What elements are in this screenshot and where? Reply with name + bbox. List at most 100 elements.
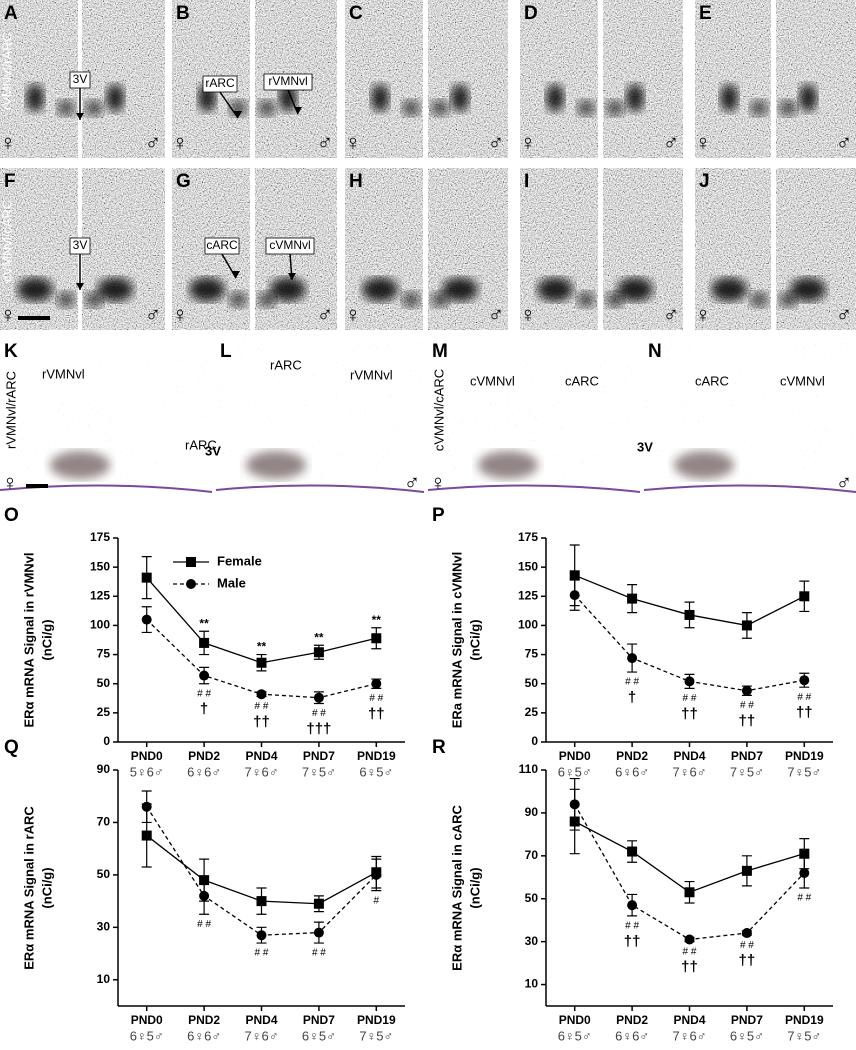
sample-size: 7♀6♂ [245,1028,279,1043]
y-axis-label: ERα mRNA Signal in cARC [449,805,464,971]
marker [627,846,638,857]
row-label: cVMNvl/cARC [431,369,446,451]
callout-label: rARC [185,437,217,452]
y-tick-label: 30 [97,920,111,934]
callout-box [69,71,91,89]
panel-label: J [699,171,710,192]
signal-blob [258,291,276,308]
signal-blob [790,277,826,302]
sex-symbol: ♂ [663,302,680,327]
y-tick-label: 150 [518,559,538,573]
row-label: rVMNvl/rARC [3,371,18,449]
signal-blob [189,277,226,302]
sex-symbol: ♀ [345,130,362,155]
y-axis-unit: (nCi/g) [39,619,54,660]
marker [313,898,324,909]
signal-blob [431,99,449,116]
y-tick-label: 110 [519,762,539,776]
y-tick-label: 125 [90,588,110,602]
marker [256,657,267,668]
chart-letter: Q [4,737,19,758]
panel-label: L [220,341,232,362]
significance: # # [797,893,811,904]
y-tick-label: 100 [90,618,110,632]
sample-size: 7♀5♂ [359,1028,393,1043]
sex-symbol: ♀ [520,130,537,155]
x-tick-label: PND2 [188,749,220,763]
callout-box [263,73,313,91]
sex-symbol: ♀ [172,130,189,155]
signal-blob [402,99,420,116]
micrograph [345,0,423,158]
callout-label: rARC [270,357,302,372]
marker [199,637,210,648]
panel-label: H [349,171,363,192]
significance: # # [740,940,754,951]
x-tick-label: PND4 [673,749,705,763]
signal-blob [779,99,797,116]
x-tick-label: PND7 [303,749,335,763]
sex-symbol: ♀ [695,302,712,327]
signal-blob [269,277,306,302]
sample-size: 7♀6♂ [673,764,707,779]
marker [141,801,152,812]
sample-size: 6♀6♂ [615,764,649,779]
signal-blob [606,291,624,308]
y-tick-label: 50 [97,676,111,690]
x-tick-label: PND7 [731,749,763,763]
signal-blob [537,277,574,302]
signal-blob [577,291,595,308]
marker [627,653,638,664]
significance: ** [199,616,209,630]
sample-size: 6♀5♂ [302,1028,336,1043]
marker [684,887,695,898]
significance: †† [739,952,756,969]
signal-blob [258,99,276,116]
y-tick-label: 50 [97,867,111,881]
marker [799,848,810,859]
significance: †† [681,705,698,722]
signal-blob [106,83,125,112]
panel-label: E [699,3,712,24]
micrograph [82,0,165,158]
marker [256,689,267,700]
sample-size: 6♀5♂ [130,1028,164,1043]
sex-symbol: ♀ [345,302,362,327]
marker [313,927,324,938]
significance: ††† [306,721,331,738]
x-tick-label: PND2 [616,749,648,763]
marker [741,865,752,876]
significance: ** [372,613,382,627]
signal-blob [779,291,797,308]
callout-label: cARC [695,373,729,388]
scale-bar [26,484,48,488]
marker [141,830,152,841]
sex-symbol: ♀ [2,470,19,495]
y-tick-label: 50 [525,891,539,905]
panel-label: D [524,3,538,24]
signal-blob [431,291,449,308]
sample-size: 7♀5♂ [730,764,764,779]
signal-blob [720,83,739,112]
x-tick-label: PND0 [131,1013,163,1027]
signal-blob [799,83,817,112]
sex-symbol: ♂ [836,470,853,495]
sex-symbol: ♂ [317,302,334,327]
signal-blob [371,83,390,112]
significance: ** [257,640,267,654]
sample-size: 6♀5♂ [730,1028,764,1043]
marker [141,572,152,583]
legend-label: Male [217,575,246,590]
sample-size: 7♀5♂ [302,764,336,779]
stain-cluster [674,451,734,479]
y-tick-label: 150 [90,559,110,573]
x-tick-label: PND19 [357,749,396,763]
callout-label: 3V [73,238,88,252]
marker [313,647,324,658]
marker [141,614,152,625]
marker [799,675,810,686]
panel-label: F [4,171,16,192]
sex-symbol: ♀ [0,302,16,327]
significance: # # [797,692,811,703]
